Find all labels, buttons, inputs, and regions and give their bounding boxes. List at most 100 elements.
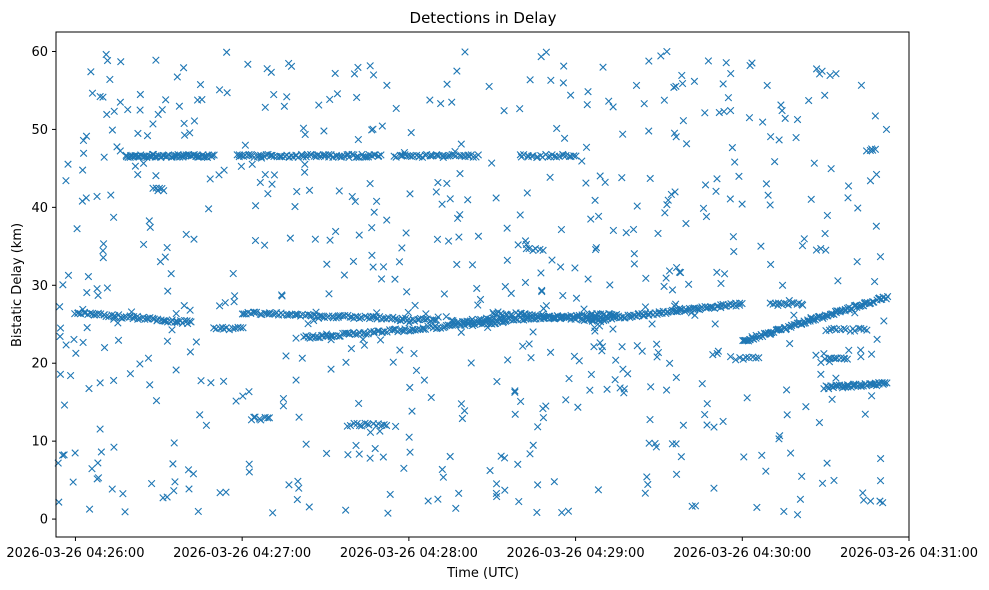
- scatter-point: [766, 260, 775, 269]
- scatter-point: [362, 330, 370, 338]
- scatter-point: [149, 120, 157, 128]
- scatter-point: [786, 449, 795, 457]
- scatter-point: [240, 310, 248, 318]
- scatter-point: [391, 422, 400, 431]
- scatter-point: [186, 129, 194, 137]
- scatter-point: [161, 96, 170, 104]
- scatter-point: [90, 311, 99, 319]
- scatter-point: [286, 234, 295, 242]
- scatter-point: [383, 216, 391, 224]
- scatter-point: [374, 152, 383, 160]
- scatter-point: [785, 296, 793, 305]
- scatter-point: [807, 195, 815, 204]
- scatter-point: [547, 76, 555, 84]
- scatter-point: [62, 341, 70, 349]
- scatter-point: [618, 173, 626, 182]
- scatter-point: [492, 480, 501, 488]
- scatter-point: [427, 393, 435, 402]
- scatter-point: [562, 396, 570, 404]
- scatter-point: [468, 261, 477, 269]
- scatter-point: [113, 143, 121, 151]
- scatter-point: [828, 395, 836, 404]
- scatter-point: [376, 427, 384, 435]
- scatter-point: [327, 335, 335, 344]
- scatter-point: [378, 122, 387, 130]
- scatter-point: [881, 378, 889, 387]
- scatter-point: [702, 212, 711, 221]
- scatter-point: [245, 468, 254, 476]
- scatter-point: [106, 75, 114, 84]
- scatter-point: [163, 493, 171, 501]
- scatter-point: [186, 306, 194, 314]
- scatter-point: [413, 325, 422, 334]
- scatter-point: [867, 350, 876, 358]
- scatter-point: [500, 316, 509, 325]
- scatter-point: [711, 320, 719, 328]
- y-axis-ticks: 0 10 20 30 40 50 60: [31, 45, 56, 528]
- scatter-point: [678, 79, 687, 88]
- scatter-point: [679, 421, 688, 429]
- y-tick-label: 50: [31, 123, 48, 138]
- scatter-point: [352, 93, 361, 102]
- scatter-point: [379, 263, 388, 271]
- scatter-point: [458, 414, 467, 423]
- scatter-point: [216, 488, 224, 497]
- scatter-point: [55, 303, 64, 311]
- scatter-point: [298, 354, 306, 362]
- scatter-point: [79, 136, 88, 145]
- scatter-point: [223, 89, 231, 97]
- scatter-point: [828, 310, 836, 318]
- scatter-point: [664, 308, 672, 316]
- scatter-point: [444, 152, 452, 160]
- scatter-point: [173, 73, 182, 81]
- scatter-point: [406, 190, 414, 198]
- scatter-point: [832, 381, 840, 390]
- scatter-point: [525, 244, 533, 253]
- scatter-point: [194, 153, 202, 161]
- scatter-point: [301, 130, 309, 139]
- scatter-point: [677, 453, 686, 461]
- scatter-point: [103, 110, 111, 119]
- scatter-point: [369, 71, 378, 79]
- scatter-point: [726, 352, 735, 361]
- scatter-point: [574, 403, 582, 411]
- scatter-point: [422, 310, 430, 318]
- scatter-point: [93, 475, 101, 483]
- scatter-point: [64, 160, 72, 168]
- scatter-point: [766, 201, 774, 209]
- scatter-point: [548, 314, 556, 322]
- scatter-point: [539, 404, 547, 413]
- scatter-point: [79, 149, 88, 157]
- scatter-point: [295, 484, 303, 492]
- scatter-point: [461, 48, 469, 56]
- scatter-point: [107, 191, 115, 199]
- scatter-point: [279, 394, 288, 403]
- scatter-point: [379, 453, 388, 461]
- scatter-point: [410, 349, 418, 358]
- scatter-point: [340, 271, 349, 279]
- scatter-point: [351, 330, 360, 339]
- scatter-point: [192, 338, 201, 346]
- scatter-point: [640, 100, 648, 108]
- scatter-point: [194, 507, 202, 516]
- scatter-point: [672, 263, 681, 272]
- scatter-point: [333, 90, 342, 98]
- scatter-point: [455, 489, 463, 498]
- scatter-point: [97, 448, 106, 456]
- scatter-point: [397, 317, 405, 325]
- scatter-point: [762, 467, 770, 475]
- scatter-point: [514, 460, 522, 469]
- scatter-point: [457, 400, 466, 408]
- scatter-point: [591, 196, 599, 205]
- scatter-point: [66, 371, 75, 380]
- scatter-point: [757, 242, 765, 250]
- scatter-point: [542, 313, 551, 321]
- scatter-point: [542, 48, 551, 56]
- y-tick-label: 10: [31, 435, 48, 450]
- scatter-point: [152, 396, 161, 405]
- scatter-point: [857, 81, 866, 89]
- scatter-point: [572, 152, 580, 160]
- scatter-point: [260, 241, 269, 249]
- scatter-point: [398, 244, 406, 252]
- scatter-point: [230, 297, 238, 306]
